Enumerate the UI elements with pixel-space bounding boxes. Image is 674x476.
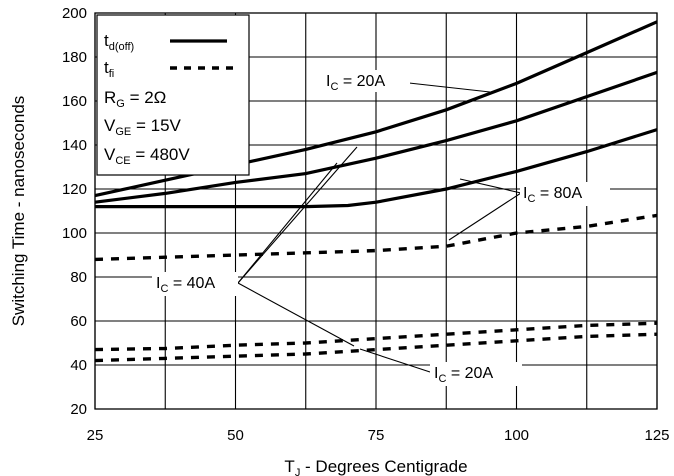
y-tick-label: 140 — [62, 137, 87, 154]
series-tfi-5 — [94, 332, 658, 363]
y-tick-label: 80 — [70, 269, 87, 286]
legend-tf-label: tfi — [104, 58, 114, 80]
y-tick-label: 60 — [70, 313, 87, 330]
annotation-ic80: IC = 80A — [523, 185, 582, 205]
x-axis-label: TJ - Degrees Centigrade — [284, 457, 467, 476]
annotation-ic20-bottom: IC = 20A — [434, 365, 493, 385]
legend-vge: VGE = 15V — [104, 116, 182, 138]
x-tick-labels: 25 50 75 100 125 — [87, 427, 670, 444]
leader-ic20-bot — [359, 348, 431, 373]
legend-rg: RG = 2Ω — [104, 88, 166, 110]
y-axis-label: Switching Time - nanoseconds — [9, 96, 28, 327]
legend-td-label: td(off) — [104, 31, 134, 53]
y-tick-label: 180 — [62, 49, 87, 66]
y-tick-label: 40 — [70, 357, 87, 374]
y-tick-label: 160 — [62, 93, 87, 110]
leader-ic20-top — [408, 82, 491, 93]
series-td-off-2 — [95, 128, 658, 209]
annotation-leaders — [237, 82, 522, 373]
leader-ic80-a — [459, 178, 522, 194]
y-tick-label: 120 — [62, 181, 87, 198]
leader-ic40-b — [237, 162, 338, 284]
x-tick-label: 125 — [644, 427, 669, 444]
x-tick-label: 75 — [368, 427, 385, 444]
leader-ic80-b — [448, 192, 522, 241]
legend-vce: VCE = 480V — [104, 145, 190, 167]
y-tick-label: 200 — [62, 5, 87, 22]
series-tfi-3 — [94, 213, 658, 262]
plot-frame — [94, 12, 658, 410]
series-td-off-1 — [94, 70, 658, 204]
series-layer — [94, 20, 658, 363]
annotations: IC = 20A IC = 80A IC = 40A IC = 20A — [152, 70, 610, 386]
y-tick-label: 20 — [70, 401, 87, 418]
series-tfi-4 — [94, 321, 658, 352]
annotation-ic40: IC = 40A — [156, 275, 215, 295]
x-tick-label: 50 — [227, 427, 244, 444]
leader-ic40-c — [237, 282, 355, 347]
y-tick-label: 100 — [62, 225, 87, 242]
x-tick-label: 100 — [504, 427, 529, 444]
leader-ic40-a — [237, 146, 358, 284]
legend: td(off) tfi RG = 2Ω VGE = 15V VCE = 480V — [96, 14, 250, 176]
annotation-ic20-top: IC = 20A — [326, 73, 385, 93]
y-tick-labels: 20 40 60 80 100 120 140 160 180 200 — [62, 5, 87, 418]
x-tick-label: 25 — [87, 427, 104, 444]
